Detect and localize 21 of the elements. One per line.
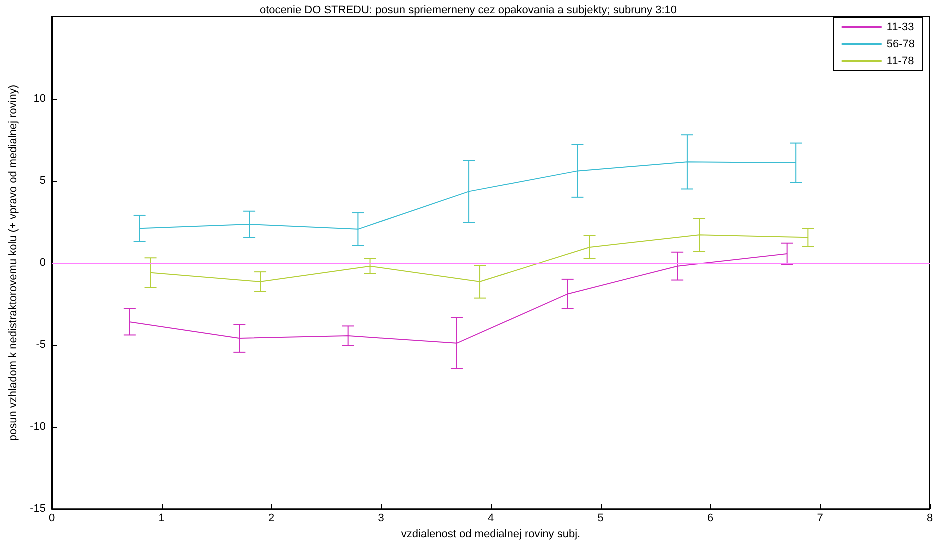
y-tick-label: 0 <box>40 257 46 270</box>
y-tick-label: 5 <box>40 175 46 188</box>
y-tick-label: -5 <box>36 339 46 352</box>
y-tick-label: 10 <box>34 93 46 106</box>
x-tick-label: 5 <box>598 512 604 525</box>
legend-label: 56-78 <box>886 38 916 50</box>
x-tick-label: 6 <box>707 512 714 525</box>
x-tick-label: 7 <box>817 512 824 525</box>
legend-label: 11-33 <box>886 22 914 34</box>
x-tick-label: 4 <box>488 512 494 525</box>
chart-title: otocenie DO STREDU: posun spriemerneny cez opakovania a subjekty; subruny 3:10 <box>260 4 677 16</box>
y-tick-label: -15 <box>30 503 46 516</box>
x-tick-label: 2 <box>268 512 275 525</box>
x-tick-label: 3 <box>378 512 384 525</box>
y-tick-label: -10 <box>30 421 46 434</box>
x-tick-label: 1 <box>158 512 165 525</box>
x-tick-label: 0 <box>48 512 56 525</box>
x-axis-title: vzdialenost od medialnej roviny subj. <box>401 528 581 540</box>
legend-label: 11-78 <box>886 56 914 68</box>
y-axis-title: posun vzhladom k nedistraktorovemu kolu (+ vpravo od medialnej roviny) <box>8 84 20 442</box>
x-tick-label: 8 <box>926 512 934 525</box>
